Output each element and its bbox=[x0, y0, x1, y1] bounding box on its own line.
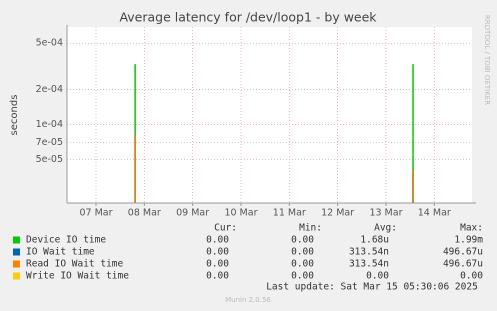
legend-stat: 496.67u bbox=[443, 259, 483, 270]
x-tick-label: 10 Mar bbox=[224, 208, 257, 219]
side-text: RRDTOOL / TOBI OETIKER bbox=[483, 15, 491, 105]
legend-stat: 0.00 bbox=[206, 259, 229, 270]
legend-swatch bbox=[13, 260, 20, 268]
legend-stat: 0.00 bbox=[291, 235, 314, 246]
x-tick-label: 09 Mar bbox=[176, 208, 209, 219]
legend-stat: 0.00 bbox=[291, 271, 314, 282]
legend-header: Max: bbox=[460, 223, 483, 234]
legend-stat: 313.54n bbox=[349, 259, 389, 270]
y-tick-label: 7e-05 bbox=[36, 137, 63, 148]
chart-title: Average latency for /dev/loop1 - by week bbox=[119, 10, 377, 25]
legend-swatch bbox=[13, 236, 20, 244]
legend-label: Read IO Wait time bbox=[26, 259, 124, 270]
x-tick-label: 13 Mar bbox=[369, 208, 402, 219]
legend-stat: 1.68u bbox=[360, 235, 389, 246]
x-tick-label: 11 Mar bbox=[273, 208, 306, 219]
legend-stat: 1.99m bbox=[454, 235, 483, 246]
legend-label: Device IO time bbox=[26, 235, 106, 246]
legend-stat: 0.00 bbox=[460, 271, 483, 282]
y-axis-label: seconds bbox=[9, 95, 20, 136]
legend-header: Min: bbox=[299, 223, 322, 234]
legend-stat: 0.00 bbox=[206, 235, 229, 246]
legend-stat: 0.00 bbox=[206, 247, 229, 258]
y-tick-label: 5e-05 bbox=[36, 154, 63, 165]
x-tick-label: 07 Mar bbox=[79, 208, 112, 219]
legend-swatch bbox=[13, 248, 20, 256]
y-tick-label: 5e-04 bbox=[36, 38, 63, 49]
legend-header: Avg: bbox=[374, 223, 397, 234]
footer: Munin 2.0.56 bbox=[225, 296, 271, 304]
x-tick-label: 08 Mar bbox=[128, 208, 161, 219]
y-tick-label: 1e-04 bbox=[36, 119, 63, 130]
legend-stat: 496.67u bbox=[443, 247, 483, 258]
legend-stat: 0.00 bbox=[291, 247, 314, 258]
x-tick-label: 14 Mar bbox=[418, 208, 451, 219]
legend-label: IO Wait time bbox=[26, 247, 95, 258]
legend-stat: 313.54n bbox=[349, 247, 389, 258]
legend-header: Cur: bbox=[214, 223, 237, 234]
plot-area bbox=[67, 27, 472, 203]
legend-stat: 0.00 bbox=[366, 271, 389, 282]
legend-swatch bbox=[13, 272, 20, 280]
y-tick-label: 2e-04 bbox=[36, 84, 63, 95]
legend-stat: 0.00 bbox=[206, 271, 229, 282]
x-tick-label: 12 Mar bbox=[321, 208, 354, 219]
legend-label: Write IO Wait time bbox=[26, 271, 129, 282]
last-update: Last update: Sat Mar 15 05:30:06 2025 bbox=[266, 282, 478, 293]
legend-stat: 0.00 bbox=[291, 259, 314, 270]
